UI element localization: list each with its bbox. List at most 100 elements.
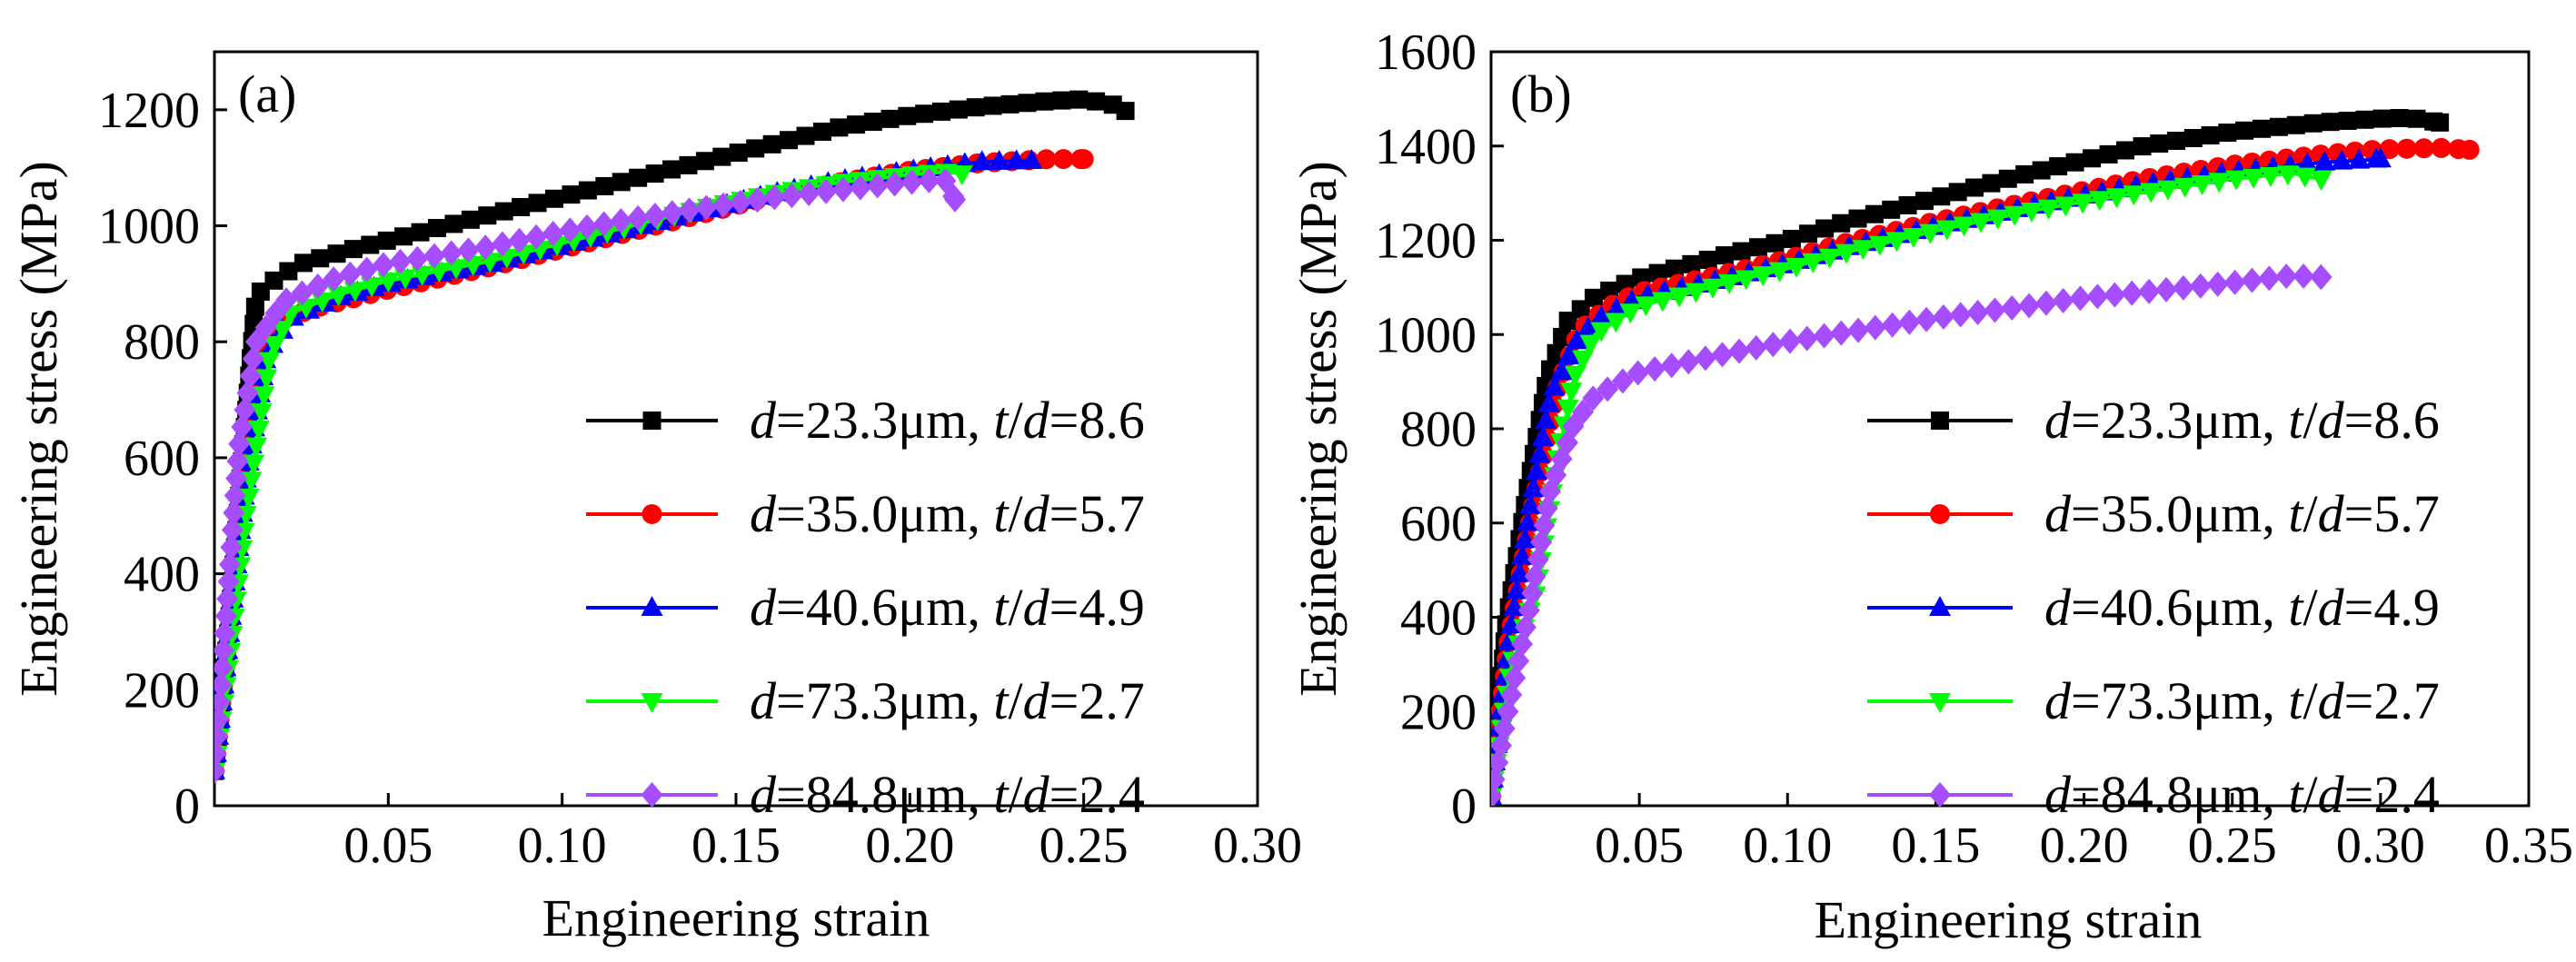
data-point bbox=[461, 210, 480, 229]
data-point bbox=[2296, 152, 2319, 173]
data-point bbox=[1514, 614, 1537, 640]
data-point bbox=[1732, 242, 1751, 261]
data-point bbox=[406, 245, 429, 272]
y-tick-label: 1400 bbox=[1375, 119, 1477, 175]
data-point bbox=[780, 131, 799, 150]
data-point bbox=[1000, 94, 1019, 114]
legend-swatch-marker bbox=[641, 782, 663, 808]
data-point bbox=[1522, 476, 1545, 497]
data-point bbox=[457, 237, 480, 263]
data-point bbox=[2140, 183, 2163, 203]
x-tick-label: 0.25 bbox=[1039, 818, 1129, 874]
data-point bbox=[1785, 257, 1808, 278]
data-point bbox=[1497, 699, 1519, 725]
data-point bbox=[2054, 196, 2077, 217]
legend-swatch-marker bbox=[1931, 412, 1949, 430]
data-point bbox=[1919, 223, 1942, 244]
data-point bbox=[1847, 317, 1870, 343]
data-point bbox=[411, 223, 430, 242]
data-point bbox=[243, 454, 265, 475]
data-point bbox=[2372, 109, 2392, 128]
data-point bbox=[746, 187, 769, 213]
data-point bbox=[1898, 309, 1921, 335]
x-tick-label: 0.10 bbox=[518, 818, 607, 874]
data-point bbox=[264, 300, 287, 326]
data-point bbox=[1815, 219, 1835, 238]
data-point bbox=[444, 214, 463, 233]
data-point bbox=[247, 420, 270, 441]
data-point bbox=[2150, 134, 2169, 153]
y-tick-label: 400 bbox=[1400, 590, 1477, 647]
data-point bbox=[2431, 137, 2452, 158]
data-point bbox=[898, 106, 917, 125]
data-point bbox=[695, 194, 718, 221]
data-point bbox=[950, 165, 973, 186]
data-point bbox=[1504, 665, 1527, 691]
data-point bbox=[1802, 253, 1825, 273]
data-point bbox=[1527, 546, 1549, 572]
data-point bbox=[1519, 493, 1542, 514]
data-point bbox=[1514, 528, 1537, 549]
data-point bbox=[2083, 149, 2102, 168]
y-tick-label: 200 bbox=[124, 662, 200, 719]
data-point bbox=[1557, 343, 1580, 364]
data-point bbox=[1998, 169, 2017, 188]
data-point bbox=[1536, 495, 1558, 521]
data-point bbox=[847, 115, 866, 134]
data-point bbox=[2241, 267, 2263, 293]
data-point bbox=[214, 603, 237, 630]
data-point bbox=[542, 221, 564, 247]
data-point bbox=[2225, 170, 2248, 191]
data-point bbox=[1605, 312, 1627, 333]
y-tick-label: 0 bbox=[174, 779, 200, 835]
data-point bbox=[1835, 243, 1857, 264]
data-point bbox=[214, 671, 233, 698]
data-point bbox=[2020, 203, 2043, 223]
x-tick-label: 0.25 bbox=[2188, 818, 2277, 874]
data-point bbox=[949, 100, 968, 119]
data-point bbox=[1685, 283, 1707, 303]
data-point bbox=[798, 180, 821, 206]
data-point bbox=[2065, 153, 2084, 172]
data-point bbox=[2072, 193, 2094, 214]
data-point bbox=[355, 256, 378, 283]
data-point bbox=[2183, 129, 2203, 148]
data-point bbox=[612, 173, 631, 192]
data-point bbox=[781, 183, 803, 209]
data-point bbox=[1898, 195, 1917, 214]
data-point bbox=[2459, 139, 2480, 160]
series-4 bbox=[1491, 263, 2332, 806]
data-point bbox=[1605, 297, 1627, 318]
data-point bbox=[2069, 285, 2092, 312]
data-point bbox=[1590, 305, 1613, 326]
data-point bbox=[1668, 287, 1691, 308]
data-point bbox=[1832, 213, 1851, 233]
data-point bbox=[1535, 409, 1557, 430]
panel-a: 0.05 0.10 0.15 0.20 0.25 0.30 0 200 400 600 800 100… bbox=[9, 50, 1302, 947]
data-point bbox=[254, 314, 277, 341]
y-tick-label: 200 bbox=[1400, 684, 1477, 740]
data-point bbox=[1716, 246, 1735, 265]
data-point bbox=[1507, 648, 1530, 674]
legend-entry: d=23.3μm, t/d=8.6 bbox=[586, 391, 1145, 450]
data-point bbox=[2275, 263, 2298, 290]
data-point bbox=[900, 169, 923, 195]
x-tick-label: 0.30 bbox=[2336, 818, 2425, 874]
legend-label: d=73.3μm, t/d=2.7 bbox=[750, 671, 1145, 730]
data-point bbox=[1882, 200, 1901, 219]
data-point bbox=[1596, 376, 1619, 402]
data-point bbox=[1069, 90, 1089, 109]
data-point bbox=[2015, 164, 2034, 183]
data-point bbox=[1953, 216, 1975, 237]
data-point bbox=[2243, 168, 2265, 189]
data-point bbox=[253, 386, 275, 407]
data-point bbox=[1005, 149, 1028, 170]
legend-label: d=40.6μm, t/d=4.9 bbox=[2044, 578, 2440, 637]
data-point bbox=[944, 186, 967, 213]
data-point bbox=[2088, 191, 2111, 212]
data-point bbox=[225, 465, 248, 491]
data-point bbox=[1525, 460, 1547, 481]
data-point bbox=[1020, 149, 1043, 170]
panel-label: (b) bbox=[1510, 64, 1572, 124]
